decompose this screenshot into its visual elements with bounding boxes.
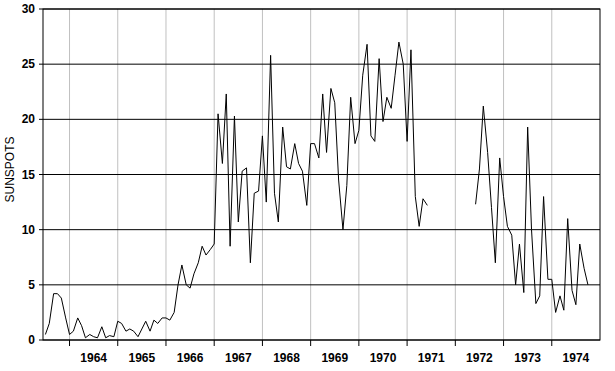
y-tick xyxy=(39,119,43,120)
data-group xyxy=(45,42,588,338)
y-grid-line xyxy=(43,174,600,175)
x-tick-label: 1971 xyxy=(418,351,445,365)
x-tick xyxy=(69,340,70,346)
y-axis-label: SUNSPOTS xyxy=(3,136,17,202)
y-tick xyxy=(39,284,43,285)
y-tick xyxy=(39,229,43,230)
x-tick xyxy=(262,340,263,346)
x-tick-label: 1972 xyxy=(466,351,493,365)
x-tick xyxy=(165,340,166,346)
y-tick-label: 30 xyxy=(22,2,36,16)
chart: 1964 1965 1966 1967 1968 1969 1970 1971 1972 1973… xyxy=(0,0,615,371)
plot-frame xyxy=(43,9,600,340)
y-tick xyxy=(39,64,43,65)
x-tick xyxy=(117,340,118,346)
y-tick-label: 0 xyxy=(28,333,35,347)
x-tick-label: 1964 xyxy=(80,351,107,365)
y-tick-label: 5 xyxy=(28,278,35,292)
x-tick xyxy=(407,340,408,346)
y-grid-line xyxy=(43,284,600,285)
x-tick-label: 1968 xyxy=(273,351,300,365)
x-tick xyxy=(214,340,215,346)
y-tick-label: 25 xyxy=(22,57,36,71)
y-grid-line xyxy=(43,229,600,230)
y-tick-label: 20 xyxy=(22,112,36,126)
x-tick-label: 1970 xyxy=(370,351,397,365)
x-tick-label: 1969 xyxy=(321,351,348,365)
background xyxy=(0,0,615,371)
x-tick xyxy=(310,340,311,346)
y-tick xyxy=(39,340,43,341)
y-tick xyxy=(39,9,43,10)
x-tick-label: 1967 xyxy=(225,351,252,365)
x-tick xyxy=(358,340,359,346)
x-tick-label: 1973 xyxy=(514,351,541,365)
x-tick xyxy=(551,340,552,346)
x-tick-label: 1974 xyxy=(563,351,590,365)
x-tick-label: 1966 xyxy=(177,351,204,365)
x-tick-label: 1965 xyxy=(129,351,156,365)
sunspot-line xyxy=(45,42,588,338)
x-tick xyxy=(503,340,504,346)
y-tick-label: 15 xyxy=(22,168,36,182)
y-tick-label: 10 xyxy=(22,223,36,237)
y-tick xyxy=(39,174,43,175)
grid xyxy=(43,9,600,340)
x-tick xyxy=(455,340,456,346)
axes: 1964 1965 1966 1967 1968 1969 1970 1971 1972 1973… xyxy=(22,2,600,365)
y-grid-line xyxy=(43,64,600,65)
